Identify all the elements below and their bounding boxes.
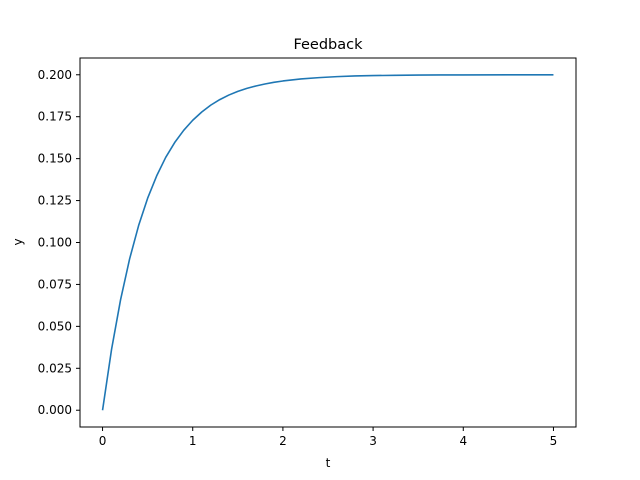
y-axis-label: y (11, 238, 25, 245)
x-tick-label: 0 (99, 434, 107, 448)
chart-title: Feedback (293, 37, 363, 53)
x-tick-label: 4 (459, 434, 467, 448)
x-tick-label: 5 (550, 434, 558, 448)
x-tick-label: 1 (189, 434, 197, 448)
plot-layer (101, 73, 554, 411)
x-tick-label: 2 (279, 434, 287, 448)
y-tick-label: 0.200 (38, 68, 72, 82)
x-axis-label: t (326, 456, 331, 470)
y-axis: 0.000 0.025 0.050 0.075 0.100 0.125 0.150 0.175… (38, 68, 80, 417)
y-tick-label: 0.025 (38, 361, 72, 375)
y-tick-label: 0.125 (38, 194, 72, 208)
y-tick-label: 0.075 (38, 277, 72, 291)
x-axis: 0 1 2 3 4 5 (99, 427, 558, 448)
y-tick-label: 0.050 (38, 319, 72, 333)
series-line (101, 73, 554, 411)
y-tick-label: 0.175 (38, 110, 72, 124)
y-tick-label: 0.150 (38, 152, 72, 166)
y-tick-label: 0.100 (38, 236, 72, 250)
x-tick-label: 3 (369, 434, 377, 448)
y-tick-label: 0.000 (38, 403, 72, 417)
plot-frame (79, 57, 577, 428)
